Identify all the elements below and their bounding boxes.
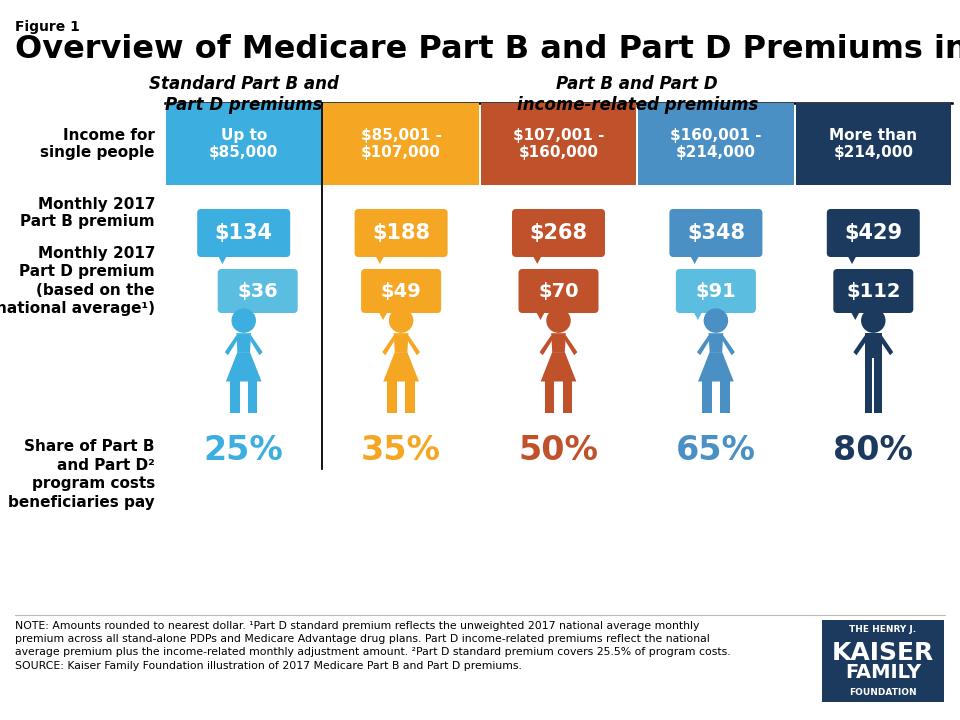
Polygon shape [372, 251, 387, 264]
Text: 35%: 35% [361, 434, 441, 467]
Polygon shape [248, 380, 257, 413]
Text: Up to
$85,000: Up to $85,000 [209, 127, 278, 161]
Circle shape [232, 309, 255, 332]
Text: $348: $348 [687, 223, 745, 243]
FancyBboxPatch shape [669, 209, 762, 257]
Text: $429: $429 [844, 223, 902, 243]
Polygon shape [406, 336, 420, 355]
Polygon shape [376, 307, 390, 320]
FancyBboxPatch shape [822, 620, 944, 702]
Polygon shape [708, 333, 723, 352]
Polygon shape [845, 251, 859, 264]
Text: $91: $91 [696, 282, 736, 300]
Polygon shape [388, 380, 396, 413]
Text: $268: $268 [530, 223, 588, 243]
Polygon shape [225, 336, 238, 355]
Polygon shape [530, 251, 544, 264]
Polygon shape [249, 336, 263, 355]
Text: $107,001 -
$160,000: $107,001 - $160,000 [513, 127, 604, 161]
Text: $36: $36 [237, 282, 278, 300]
FancyBboxPatch shape [166, 103, 322, 185]
Polygon shape [405, 380, 415, 413]
Polygon shape [230, 380, 239, 413]
Circle shape [390, 309, 413, 332]
Text: KAISER: KAISER [832, 641, 934, 665]
FancyBboxPatch shape [218, 269, 298, 313]
Polygon shape [540, 336, 553, 355]
Text: 80%: 80% [833, 434, 913, 467]
Polygon shape [691, 307, 705, 320]
Polygon shape [551, 333, 565, 352]
FancyBboxPatch shape [833, 269, 913, 313]
Circle shape [862, 309, 885, 332]
Polygon shape [875, 357, 881, 413]
Text: $160,001 -
$214,000: $160,001 - $214,000 [670, 127, 761, 161]
Text: Share of Part B
and Part D²
program costs
beneficiaries pay: Share of Part B and Part D² program cost… [9, 439, 155, 510]
Text: Monthly 2017
Part D premium
(based on the
national average¹): Monthly 2017 Part D premium (based on th… [0, 246, 155, 316]
Polygon shape [865, 333, 881, 359]
Polygon shape [853, 336, 868, 355]
Text: 50%: 50% [518, 434, 598, 467]
FancyBboxPatch shape [638, 103, 794, 185]
Text: FOUNDATION: FOUNDATION [850, 688, 917, 697]
Polygon shape [563, 380, 572, 413]
FancyBboxPatch shape [197, 209, 290, 257]
Polygon shape [540, 352, 576, 382]
Polygon shape [698, 352, 733, 382]
Text: NOTE: Amounts rounded to nearest dollar. ¹Part D standard premium reflects the u: NOTE: Amounts rounded to nearest dollar.… [15, 621, 731, 670]
Text: $134: $134 [215, 223, 273, 243]
Polygon shape [394, 333, 408, 352]
Polygon shape [703, 380, 711, 413]
FancyBboxPatch shape [518, 269, 598, 313]
Polygon shape [564, 336, 577, 355]
Text: More than
$214,000: More than $214,000 [829, 127, 918, 161]
Text: $85,001 -
$107,000: $85,001 - $107,000 [361, 127, 442, 161]
Text: $188: $188 [372, 223, 430, 243]
Text: THE HENRY J.: THE HENRY J. [850, 625, 917, 634]
Text: Overview of Medicare Part B and Part D Premiums in 2017: Overview of Medicare Part B and Part D P… [15, 34, 960, 65]
Polygon shape [687, 251, 702, 264]
Circle shape [705, 309, 728, 332]
Circle shape [547, 309, 570, 332]
Polygon shape [720, 380, 730, 413]
Text: Figure 1: Figure 1 [15, 20, 80, 34]
Polygon shape [534, 307, 547, 320]
Polygon shape [849, 307, 862, 320]
Text: Monthly 2017
Part B premium: Monthly 2017 Part B premium [20, 197, 155, 229]
Polygon shape [697, 336, 710, 355]
Polygon shape [232, 307, 247, 320]
Polygon shape [721, 336, 734, 355]
FancyBboxPatch shape [324, 103, 479, 185]
FancyBboxPatch shape [827, 209, 920, 257]
Text: Income for
single people: Income for single people [40, 127, 155, 161]
FancyBboxPatch shape [512, 209, 605, 257]
Text: FAMILY: FAMILY [845, 664, 921, 683]
Polygon shape [545, 380, 554, 413]
Polygon shape [878, 336, 893, 355]
Text: $70: $70 [539, 282, 579, 300]
Text: $112: $112 [846, 282, 900, 300]
Text: Standard Part B and
Part D premiums: Standard Part B and Part D premiums [149, 75, 339, 114]
Text: 65%: 65% [676, 434, 756, 467]
FancyBboxPatch shape [676, 269, 756, 313]
Text: $49: $49 [381, 282, 421, 300]
FancyBboxPatch shape [796, 103, 951, 185]
Polygon shape [383, 352, 419, 382]
Text: Part B and Part D
income-related premiums: Part B and Part D income-related premium… [516, 75, 757, 114]
FancyBboxPatch shape [481, 103, 636, 185]
Polygon shape [236, 333, 252, 352]
Polygon shape [215, 251, 229, 264]
Text: 25%: 25% [204, 434, 283, 467]
Polygon shape [226, 352, 261, 382]
Polygon shape [865, 357, 873, 413]
Polygon shape [382, 336, 396, 355]
FancyBboxPatch shape [361, 269, 441, 313]
FancyBboxPatch shape [354, 209, 447, 257]
